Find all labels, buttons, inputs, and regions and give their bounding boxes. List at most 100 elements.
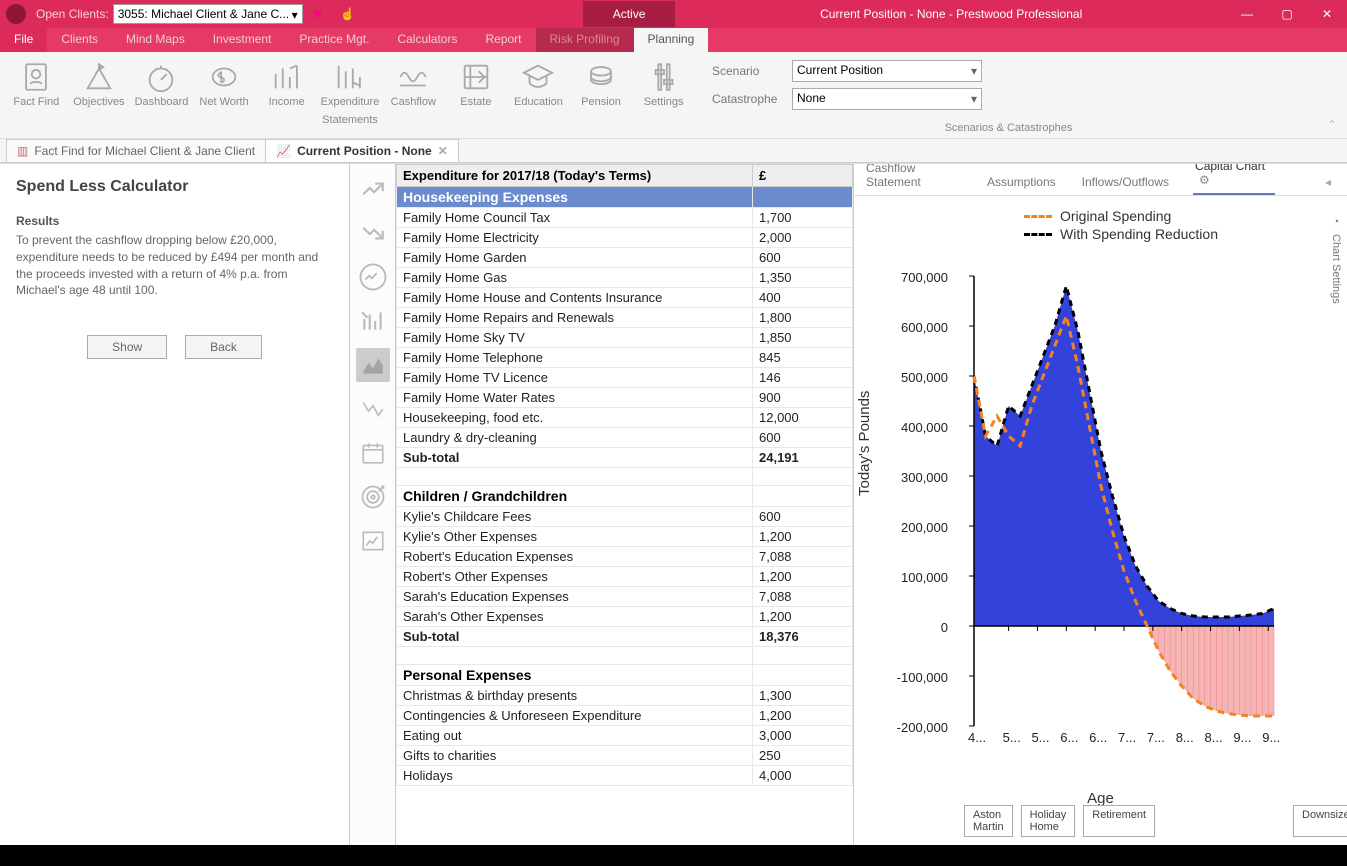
row-amount: 1,200 — [753, 527, 853, 547]
row-amount: 600 — [753, 248, 853, 268]
window-title: Current Position - None - Prestwood Prof… — [675, 7, 1227, 21]
close-client-icon[interactable]: ✖ — [307, 3, 329, 25]
tab-current-position[interactable]: 📈 Current Position - None ✕ — [265, 139, 459, 162]
tool-income[interactable]: Income — [256, 56, 317, 112]
event-retirement[interactable]: Retirement — [1083, 805, 1155, 837]
client-dropdown[interactable]: 3055: Michael Client & Jane C... ▾ — [113, 4, 303, 24]
tool-label: Net Worth — [199, 96, 248, 108]
expenditure-table-wrap[interactable]: Expenditure for 2017/18 (Today's Terms) … — [396, 164, 854, 845]
row-label: Family Home TV Licence — [397, 368, 753, 388]
legend-original: Original Spending — [1060, 208, 1171, 224]
row-amount: 2,000 — [753, 228, 853, 248]
row-amount: 7,088 — [753, 587, 853, 607]
tool-cashflow[interactable]: Cashflow — [383, 56, 444, 112]
row-amount: 1,200 — [753, 706, 853, 726]
tool-label: Dashboard — [135, 96, 189, 108]
scenario-value: Current Position — [797, 63, 883, 77]
section-header: Personal Expenses — [397, 665, 753, 686]
line-down-icon[interactable] — [356, 216, 390, 250]
row-amount: 146 — [753, 368, 853, 388]
tab-assumptions[interactable]: Assumptions — [985, 169, 1058, 195]
event-downsize[interactable]: Downsize — [1293, 805, 1347, 837]
ribbon-collapse-icon[interactable]: ⌃ — [1317, 52, 1347, 138]
tool-pension[interactable]: Pension — [571, 56, 632, 112]
y-axis-label: Today's Pounds — [856, 391, 873, 496]
close-tab-icon[interactable]: ✕ — [438, 144, 448, 158]
line-up-icon[interactable] — [356, 172, 390, 206]
section-header: Children / Grandchildren — [397, 486, 753, 507]
sync-icon[interactable]: ☝ — [337, 3, 359, 25]
row-label: Laundry & dry-cleaning — [397, 428, 753, 448]
minimize-button[interactable]: — — [1227, 0, 1267, 28]
row-label: Family Home Water Rates — [397, 388, 753, 408]
back-button[interactable]: Back — [185, 335, 262, 359]
area-chart-icon[interactable] — [356, 348, 390, 382]
target-icon[interactable] — [356, 480, 390, 514]
col-name: Expenditure for 2017/18 (Today's Terms) — [397, 165, 753, 187]
event-holiday-home[interactable]: Holiday Home — [1021, 805, 1076, 837]
tab-factfind[interactable]: ▥ Fact Find for Michael Client & Jane Cl… — [6, 139, 266, 162]
menu-mindmaps[interactable]: Mind Maps — [112, 28, 199, 52]
chart-icon: 📈 — [276, 144, 291, 158]
ribbon-group-statements: Statements — [0, 112, 700, 130]
circle-trend-icon[interactable] — [356, 260, 390, 294]
subtotal-label: Sub-total — [397, 627, 753, 647]
tool-networth[interactable]: Net Worth — [194, 56, 255, 112]
row-label: Contingencies & Unforeseen Expenditure — [397, 706, 753, 726]
menu-practice[interactable]: Practice Mgt. — [285, 28, 383, 52]
tool-objectives[interactable]: Objectives — [69, 56, 130, 112]
scenario-select[interactable]: Current Position ▾ — [792, 60, 982, 82]
row-label: Family Home Repairs and Renewals — [397, 308, 753, 328]
maximize-button[interactable]: ▢ — [1267, 0, 1307, 28]
tool-education[interactable]: Education — [508, 56, 569, 112]
catastrophe-label: Catastrophe — [712, 92, 792, 106]
menu-file[interactable]: File — [0, 28, 47, 52]
tab-cashflow-statement[interactable]: Cashflow Statement — [864, 163, 963, 195]
tool-label: Cashflow — [391, 96, 436, 108]
row-amount: 1,850 — [753, 328, 853, 348]
chart-settings-sidebar[interactable]: ◔ Chart Settings — [1325, 200, 1347, 320]
mini-chart-icon[interactable] — [356, 524, 390, 558]
row-amount: 900 — [753, 388, 853, 408]
client-dropdown-value: 3055: Michael Client & Jane C... — [118, 7, 289, 21]
menu-clients[interactable]: Clients — [47, 28, 112, 52]
tool-settings[interactable]: Settings — [633, 56, 694, 112]
row-label: Family Home Sky TV — [397, 328, 753, 348]
row-label: Family Home Gas — [397, 268, 753, 288]
tab-inflows-outflows[interactable]: Inflows/Outflows — [1080, 169, 1171, 195]
row-amount: 250 — [753, 746, 853, 766]
menu-risk[interactable]: Risk Profiling — [536, 28, 634, 52]
chevron-left-icon[interactable]: ◂ — [1319, 169, 1337, 195]
catastrophe-select[interactable]: None ▾ — [792, 88, 982, 110]
row-amount: 600 — [753, 428, 853, 448]
tab-capital-chart[interactable]: Capital Chart ⚙ — [1193, 163, 1275, 195]
row-amount: 1,200 — [753, 567, 853, 587]
event-aston-martin[interactable]: Aston Martin — [964, 805, 1013, 837]
row-label: Gifts to charities — [397, 746, 753, 766]
row-label: Kylie's Other Expenses — [397, 527, 753, 547]
tool-estate[interactable]: Estate — [446, 56, 507, 112]
panel-title: Spend Less Calculator — [16, 178, 333, 196]
row-amount: 3,000 — [753, 726, 853, 746]
tool-expenditure[interactable]: Expenditure — [319, 56, 381, 112]
menu-calculators[interactable]: Calculators — [383, 28, 471, 52]
tool-dashboard[interactable]: Dashboard — [131, 56, 192, 112]
menu-report[interactable]: Report — [471, 28, 535, 52]
tool-label: Pension — [581, 96, 621, 108]
tool-label: Education — [514, 96, 563, 108]
tool-label: Settings — [644, 96, 684, 108]
row-amount: 1,200 — [753, 607, 853, 627]
menu-investment[interactable]: Investment — [199, 28, 286, 52]
row-label: Family Home Council Tax — [397, 208, 753, 228]
gear-icon[interactable]: ⚙ — [1199, 173, 1210, 187]
subtotal-amount: 18,376 — [753, 627, 853, 647]
show-button[interactable]: Show — [87, 335, 167, 359]
calendar-icon[interactable] — [356, 436, 390, 470]
row-amount: 600 — [753, 507, 853, 527]
menu-planning[interactable]: Planning — [634, 28, 709, 52]
tool-factfind[interactable]: Fact Find — [6, 56, 67, 112]
row-amount: 7,088 — [753, 547, 853, 567]
bars-down-icon[interactable] — [356, 304, 390, 338]
area-down-icon[interactable] — [356, 392, 390, 426]
close-button[interactable]: ✕ — [1307, 0, 1347, 28]
